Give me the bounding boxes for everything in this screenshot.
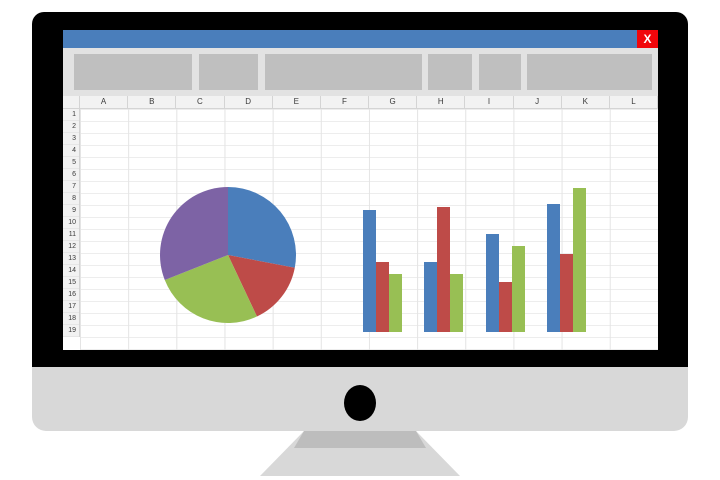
pie-chart[interactable] [160,187,296,323]
toolbar-block-4[interactable] [428,54,472,90]
row-header-2[interactable]: 2 [63,121,79,133]
toolbar-block-6[interactable] [527,54,652,90]
row-header-12[interactable]: 12 [63,241,79,253]
bar-group-2 [424,176,485,332]
row-header-14[interactable]: 14 [63,265,79,277]
bar-group-1 [363,176,424,332]
bar-group-4 [546,176,608,332]
bar-2-2[interactable] [437,207,451,332]
row-header-16[interactable]: 16 [63,289,79,301]
bar-4-3[interactable] [572,188,586,332]
row-header-1[interactable]: 1 [63,109,79,121]
ribbon-toolbar [63,48,658,96]
toolbar-block-1[interactable] [74,54,192,90]
row-header-4[interactable]: 4 [63,145,79,157]
row-header-13[interactable]: 13 [63,253,79,265]
row-header-10[interactable]: 10 [63,217,79,229]
column-header-g[interactable]: G [369,96,418,108]
column-header-j[interactable]: J [514,96,562,108]
bar-2-1[interactable] [424,261,438,332]
bar-4-2[interactable] [559,254,573,332]
pie-slice-4[interactable] [160,187,228,281]
column-header-i[interactable]: I [465,96,514,108]
row-header-19[interactable]: 19 [63,325,79,337]
bar-1-1[interactable] [363,210,376,332]
bar-4-1[interactable] [546,204,560,332]
toolbar-block-5[interactable] [479,54,521,90]
column-header-c[interactable]: C [176,96,225,108]
row-header-5[interactable]: 5 [63,157,79,169]
column-header-f[interactable]: F [321,96,370,108]
toolbar-block-3[interactable] [265,54,422,90]
row-header-9[interactable]: 9 [63,205,79,217]
bar-3-1[interactable] [485,233,499,332]
row-header-column: 1 2 3 4 5 6 7 8 9 10 11 12 13 14 15 16 17 18 19 [63,109,80,337]
row-header-15[interactable]: 15 [63,277,79,289]
bar-3-3[interactable] [511,246,525,332]
bar-3-2[interactable] [498,282,512,332]
select-all-corner[interactable] [63,96,80,109]
bar-group-3 [485,176,547,332]
column-header-d[interactable]: D [225,96,273,108]
monitor-stand-shade [294,431,426,448]
toolbar-block-2[interactable] [199,54,258,90]
row-header-11[interactable]: 11 [63,229,79,241]
bar-1-2[interactable] [376,261,389,332]
row-header-3[interactable]: 3 [63,133,79,145]
pie-slice-2[interactable] [228,255,295,317]
pie-slice-3[interactable] [164,255,257,323]
close-button[interactable]: X [637,30,658,48]
monitor-power-button[interactable] [344,385,376,421]
bar-1-3[interactable] [389,274,402,332]
window-titlebar: X [63,30,658,48]
column-header-e[interactable]: E [273,96,321,108]
column-header-b[interactable]: B [128,96,177,108]
column-header-l[interactable]: L [610,96,658,108]
row-header-18[interactable]: 18 [63,313,79,325]
pie-slice-1[interactable] [228,187,296,268]
row-header-8[interactable]: 8 [63,193,79,205]
row-header-17[interactable]: 17 [63,301,79,313]
row-header-6[interactable]: 6 [63,169,79,181]
column-header-h[interactable]: H [417,96,466,108]
row-header-7[interactable]: 7 [63,181,79,193]
column-header-k[interactable]: K [562,96,610,108]
column-header-a[interactable]: A [80,96,129,108]
bar-2-3[interactable] [450,274,464,332]
bar-chart[interactable] [363,176,608,332]
